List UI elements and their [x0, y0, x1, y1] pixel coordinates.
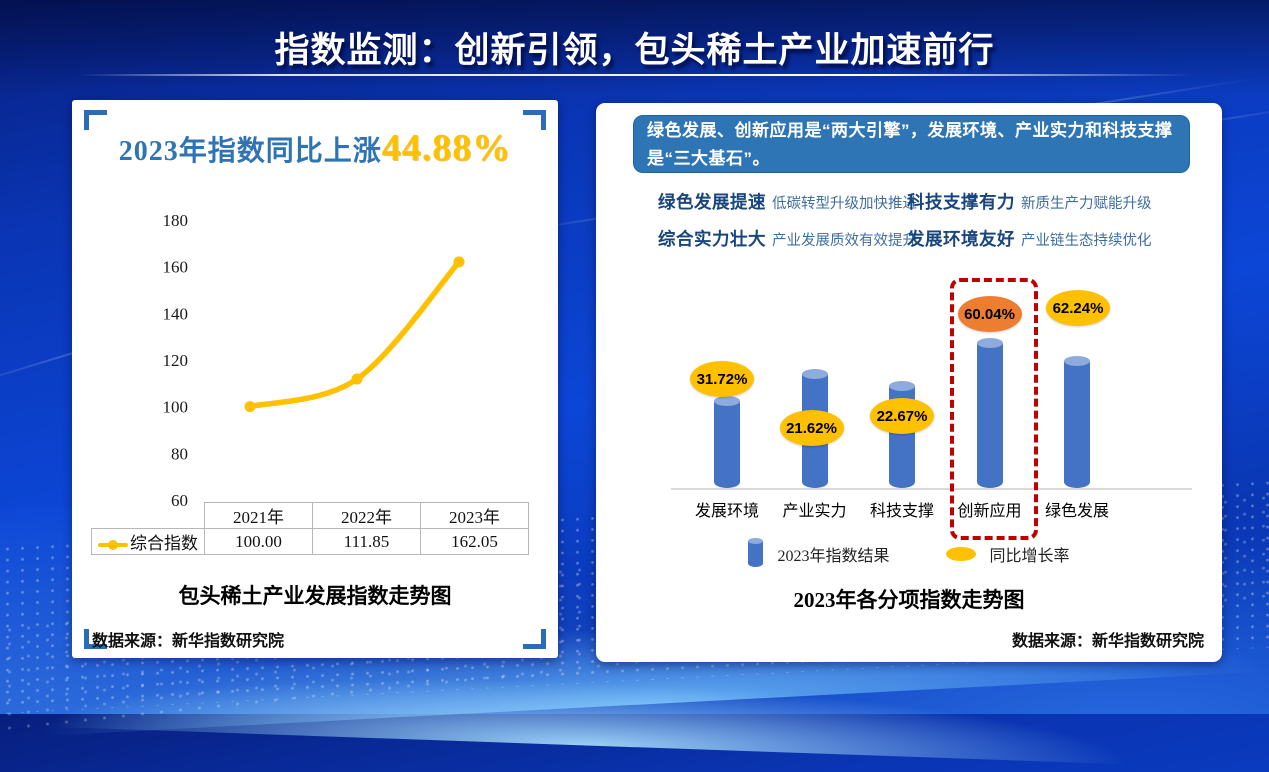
left-headline: 2023年指数同比上涨44.88%: [72, 126, 558, 170]
right-data-source: 数据来源：新华指数研究院: [1011, 633, 1204, 650]
feature-item: 发展环境友好 产业链生态持续优化: [907, 226, 1152, 251]
left-chart-caption: 包头稀土产业发展指数走势图: [178, 584, 452, 608]
feature-item: 绿色发展提速 低碳转型升级加快推进: [658, 189, 917, 214]
page-title: 指数监测：创新引领，包头稀土产业加速前行: [274, 31, 995, 70]
series-label: 综合指数: [130, 534, 198, 553]
series-label-cell: 综合指数: [91, 528, 205, 555]
growth-rate-badge: 22.67%: [870, 398, 934, 434]
feature-desc: 低碳转型升级加快推进: [772, 196, 917, 212]
growth-rate-badge: 21.62%: [779, 410, 844, 446]
line-chart: 180 160 140 120 100 80 60: [163, 211, 465, 510]
table-header-cell: 2022年: [312, 502, 421, 529]
bar-绿色发展: [1064, 356, 1090, 488]
right-chart-caption: 2023年各分项指数走势图: [793, 588, 1025, 612]
highlight-box: [950, 278, 1038, 540]
feature-title: 发展环境友好: [907, 229, 1015, 249]
growth-rate-badge: 31.72%: [690, 361, 754, 397]
category-label: 产业实力: [782, 503, 847, 520]
data-point-marker: [453, 256, 465, 268]
table-blank-cell: [92, 503, 205, 529]
feature-item: 科技支撑有力 新质生产力赋能升级: [907, 189, 1152, 214]
left-data-source: 数据来源：新华指数研究院: [92, 633, 285, 650]
growth-rate-badge: 62.24%: [1046, 290, 1110, 326]
background-top-shade: [0, 0, 1269, 96]
category-label: 科技支撑: [869, 503, 934, 520]
table-header-cell: 2021年: [204, 502, 313, 529]
legend-label: 2023年指数结果: [777, 548, 890, 565]
growth-legend-icon: [945, 547, 976, 561]
corner-bracket-icon: [84, 629, 107, 649]
title-divider: [78, 74, 1193, 76]
table-header-row: 2021年 2022年 2023年: [92, 502, 529, 529]
feature-desc: 产业链生态持续优化: [1021, 233, 1152, 249]
svg-text:80: 80: [171, 444, 188, 463]
left-headline-text: 2023年指数同比上涨: [118, 136, 382, 167]
bar-发展环境: [714, 396, 740, 488]
feature-title: 科技支撑有力: [907, 192, 1015, 212]
feature-desc: 产业发展质效有效提升: [772, 233, 917, 249]
feature-title: 绿色发展提速: [658, 192, 766, 212]
feature-item: 综合实力壮大 产业发展质效有效提升: [658, 226, 917, 251]
bar-创新应用: [976, 338, 1003, 488]
line-series-icon: [98, 540, 128, 551]
table-value-cell: 111.85: [312, 528, 421, 555]
corner-bracket-icon: [84, 110, 107, 130]
category-label: 创新应用: [957, 503, 1022, 520]
svg-text:100: 100: [163, 398, 189, 417]
left-headline-value: 44.88%: [381, 127, 512, 169]
table-row: 综合指数 100.00 111.85 162.05: [91, 528, 529, 555]
bar-legend-icon: [748, 538, 764, 567]
corner-bracket-icon: [523, 110, 546, 130]
bar-chart-legend: 2023年指数结果 同比增长率: [596, 538, 1222, 567]
table-value-cell: 100.00: [204, 528, 313, 555]
svg-text:140: 140: [163, 304, 189, 323]
svg-text:160: 160: [163, 258, 189, 277]
bar-chart-axis: [671, 488, 1192, 490]
category-label: 发展环境: [694, 503, 759, 520]
legend-label: 同比增长率: [989, 548, 1070, 565]
feature-title: 综合实力壮大: [658, 229, 766, 249]
data-point-marker: [244, 401, 256, 413]
right-panel-card: 绿色发展、创新应用是“两大引擎”，发展环境、产业实力和科技支撑是“三大基石”。 …: [596, 103, 1222, 662]
feature-desc: 新质生产力赋能升级: [1021, 196, 1152, 212]
growth-rate-badge: 60.04%: [957, 296, 1022, 332]
table-header-cell: 2023年: [420, 502, 529, 529]
svg-text:60: 60: [171, 491, 188, 510]
svg-text:180: 180: [163, 211, 189, 230]
table-value-cell: 162.05: [420, 528, 529, 555]
index-table: 2021年 2022年 2023年 综合指数 100.00 111.85 162…: [91, 502, 529, 555]
svg-text:120: 120: [163, 351, 189, 370]
data-point-marker: [351, 373, 363, 385]
key-message-banner: 绿色发展、创新应用是“两大引擎”，发展环境、产业实力和科技支撑是“三大基石”。: [633, 115, 1190, 173]
corner-bracket-icon: [523, 629, 546, 649]
left-panel-card: 2023年指数同比上涨44.88% 180 160 140 120 100 80 60 20…: [72, 100, 558, 658]
category-label: 绿色发展: [1044, 503, 1109, 520]
